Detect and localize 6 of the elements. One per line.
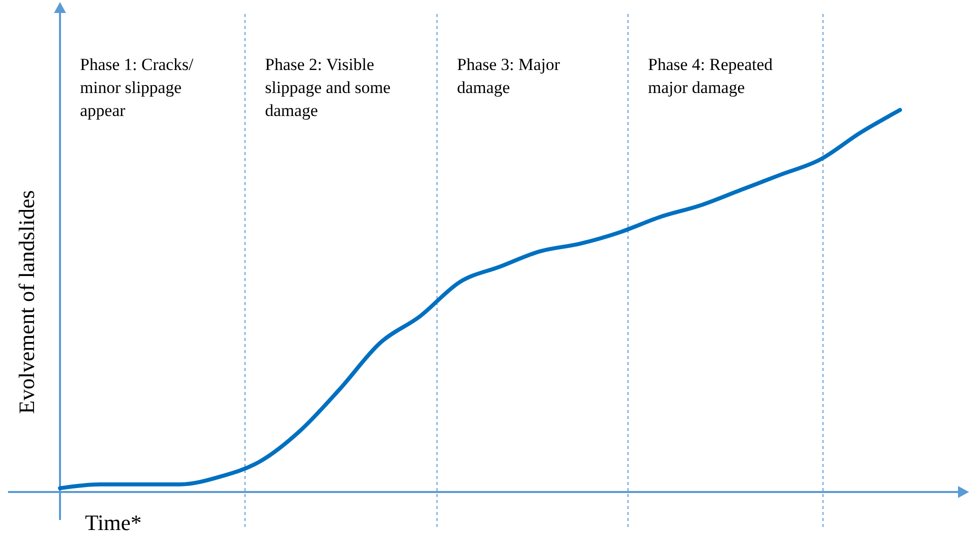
x-axis-title: Time* (85, 510, 142, 535)
y-axis-title: Evolvement of landslides (14, 190, 39, 414)
annotation: Phase 2: Visible slippage and some damage (265, 55, 391, 120)
annotation: Phase 1: Cracks/ minor slippage appear (80, 55, 194, 120)
text: Phase 4: Repeated major damage (648, 55, 774, 97)
text: Phase 3: Major damage (457, 55, 560, 97)
